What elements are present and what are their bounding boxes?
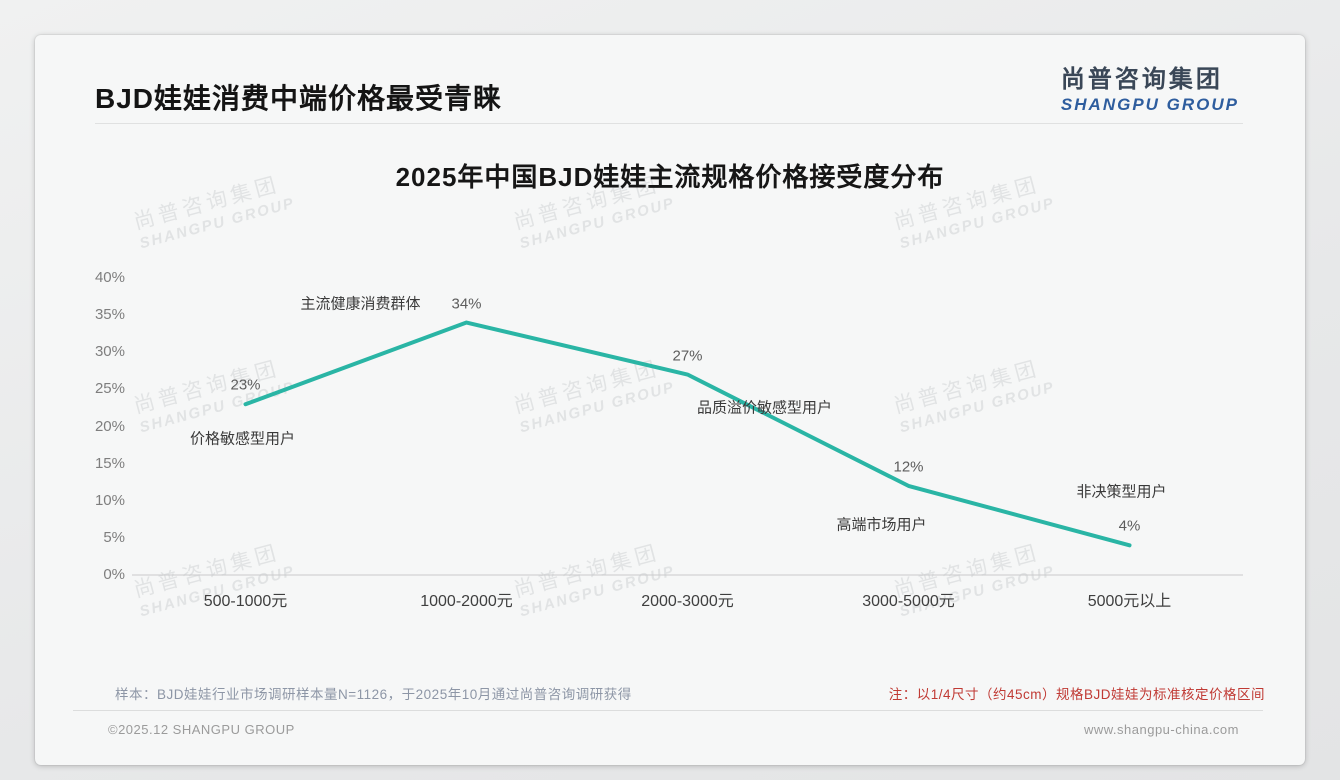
y-axis-tick-label: 20% [94, 417, 125, 435]
data-point-value-label: 27% [672, 347, 703, 365]
watermark: 尚普咨询集团 SHANGPU GROUP [890, 534, 1057, 620]
series-annotation: 品质溢价敏感型用户 [696, 399, 833, 417]
header-divider [95, 123, 1243, 124]
watermark: 尚普咨询集团 SHANGPU GROUP [510, 534, 677, 620]
watermark: 尚普咨询集团 SHANGPU GROUP [130, 350, 297, 436]
watermark: 尚普咨询集团 SHANGPU GROUP [510, 350, 677, 436]
y-axis-tick-label: 10% [94, 491, 125, 509]
y-axis-tick-label: 25% [94, 380, 125, 398]
price-standard-note: 注：以1/4尺寸（约45cm）规格BJD娃娃为标准核定价格区间 [888, 687, 1265, 702]
chart-title: 2025年中国BJD娃娃主流规格价格接受度分布 [395, 162, 945, 192]
footer-divider [73, 710, 1263, 711]
logo-chinese-name: 尚普咨询集团 [1060, 66, 1223, 93]
sample-footnote: 样本：BJD娃娃行业市场调研样本量N=1126，于2025年10月通过尚普咨询调… [115, 687, 632, 702]
watermark: 尚普咨询集团 SHANGPU GROUP [890, 350, 1057, 436]
y-axis-tick-label: 30% [94, 343, 125, 361]
acceptance-line-series [243, 320, 1132, 548]
x-axis-category-label: 1000-2000元 [420, 593, 513, 610]
y-axis-tick-label: 0% [103, 566, 125, 583]
series-annotation: 价格敏感型用户 [189, 430, 296, 448]
watermark: 尚普咨询集团 SHANGPU GROUP [130, 534, 297, 620]
company-logo: 尚普咨询集团 SHANGPU GROUP [1061, 59, 1239, 115]
data-point-value-label: 4% [1118, 517, 1141, 535]
data-point-value-label: 34% [451, 295, 482, 313]
series-annotation: 主流健康消费群体 [300, 295, 421, 313]
y-axis-tick-label: 35% [94, 306, 125, 324]
series-annotation: 高端市场用户 [836, 516, 927, 534]
data-point-value-label: 12% [893, 458, 924, 476]
website-url: www.shangpu-china.com [1083, 722, 1239, 737]
copyright-text: ©2025.12 SHANGPU GROUP [108, 722, 295, 737]
x-axis-category-label: 5000元以上 [1087, 593, 1172, 610]
y-axis-tick-label: 5% [103, 528, 125, 546]
series-annotation: 非决策型用户 [1076, 483, 1167, 501]
report-card: 尚普咨询集团 SHANGPU GROUP 尚普咨询集团 SHANGPU GROUP 尚普… [35, 35, 1305, 765]
page-title: BJD娃娃消费中端价格最受青睐 [95, 83, 503, 114]
y-axis-tick-label: 15% [94, 454, 125, 472]
y-axis-tick-label: 40% [94, 269, 125, 286]
logo-english-name: SHANGPU GROUP [1060, 95, 1239, 114]
x-axis-category-label: 2000-3000元 [641, 593, 734, 610]
